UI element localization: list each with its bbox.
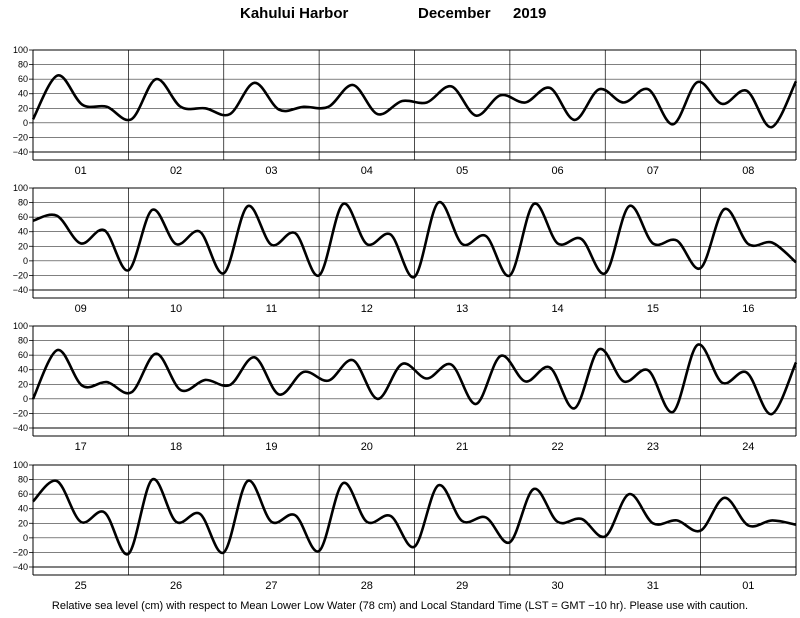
day-label: 02 (170, 165, 182, 177)
day-label: 31 (647, 580, 659, 592)
y-tick-label: −40 (13, 285, 28, 295)
y-tick-label: 100 (13, 183, 28, 193)
day-label: 20 (361, 441, 373, 453)
day-label: 05 (456, 165, 468, 177)
day-label: 26 (170, 580, 182, 592)
y-tick-label: 80 (18, 475, 28, 485)
day-label: 01 (742, 580, 754, 592)
y-tick-label: 20 (18, 379, 28, 389)
year-label: 2019 (513, 5, 547, 22)
y-tick-label: 100 (13, 460, 28, 470)
day-label: 25 (75, 580, 87, 592)
y-tick-label: 40 (18, 504, 28, 514)
y-tick-label: 60 (18, 489, 28, 499)
y-tick-label: 60 (18, 350, 28, 360)
y-tick-label: 80 (18, 336, 28, 346)
day-label: 14 (551, 303, 563, 315)
day-label: 28 (361, 580, 373, 592)
y-tick-label: 40 (18, 227, 28, 237)
day-label: 09 (75, 303, 87, 315)
day-label: 21 (456, 441, 468, 453)
panel-3: 100 80 60 40 20 0 −20 −40 17 18 19 20 21 22 23 24 (13, 321, 798, 453)
day-label: 12 (361, 303, 373, 315)
panel-2: 100 80 60 40 20 0 −20 −40 09 10 11 12 13 14 15 16 (13, 183, 797, 315)
day-label: 04 (361, 165, 373, 177)
panel-4: 100 80 60 40 20 0 −20 −40 25 26 27 28 29 30 31 01 (13, 460, 797, 592)
y-tick-label: 0 (23, 533, 28, 543)
y-tick-label: 20 (18, 241, 28, 251)
y-tick-label: 80 (18, 198, 28, 208)
day-label: 17 (75, 441, 87, 453)
day-label: 01 (75, 165, 87, 177)
day-label: 30 (551, 580, 563, 592)
tide-curve-line (31, 74, 798, 129)
day-label: 07 (647, 165, 659, 177)
footnote: Relative sea level (cm) with respect to … (51, 600, 749, 612)
day-label: 13 (456, 303, 468, 315)
day-label: 06 (551, 165, 563, 177)
y-tick-label: −40 (13, 423, 28, 433)
day-label: 19 (265, 441, 277, 453)
y-tick-label: −20 (13, 132, 28, 142)
y-tick-label: 100 (13, 321, 28, 331)
y-tick-label: 80 (18, 60, 28, 70)
day-label: 18 (170, 441, 182, 453)
day-label: 11 (266, 303, 277, 315)
y-tick-label: 20 (18, 103, 28, 113)
day-label: 08 (742, 165, 754, 177)
day-label: 15 (647, 303, 659, 315)
panel-1: 100 80 60 40 20 0 −20 −40 01 02 03 04 05 06 07 08 (13, 45, 798, 177)
y-tick-label: 40 (18, 365, 28, 375)
day-label: 29 (456, 580, 468, 592)
y-tick-label: 0 (23, 118, 28, 128)
y-tick-label: −40 (13, 562, 28, 572)
y-tick-label: 0 (23, 394, 28, 404)
y-tick-label: −20 (13, 270, 28, 280)
y-tick-label: 20 (18, 518, 28, 528)
day-label: 10 (170, 303, 182, 315)
day-label: 22 (551, 441, 563, 453)
day-label: 23 (647, 441, 659, 453)
y-tick-label: −20 (13, 547, 28, 557)
y-tick-label: 40 (18, 89, 28, 99)
y-tick-label: 60 (18, 212, 28, 222)
y-tick-label: 0 (23, 256, 28, 266)
day-label: 24 (742, 441, 754, 453)
tide-curve-line (31, 343, 798, 416)
tide-curve-line (32, 478, 797, 556)
day-label: 27 (265, 580, 277, 592)
tide-curve-line (32, 201, 797, 279)
y-tick-label: −20 (13, 408, 28, 418)
day-label: 16 (742, 303, 754, 315)
y-tick-label: −40 (13, 147, 28, 157)
month-label: December (418, 5, 491, 22)
y-tick-label: 60 (18, 74, 28, 84)
y-tick-label: 100 (13, 45, 28, 55)
day-label: 03 (265, 165, 277, 177)
station-name: Kahului Harbor (240, 5, 349, 22)
chart-title: Kahului Harbor December 2019 (0, 5, 800, 27)
